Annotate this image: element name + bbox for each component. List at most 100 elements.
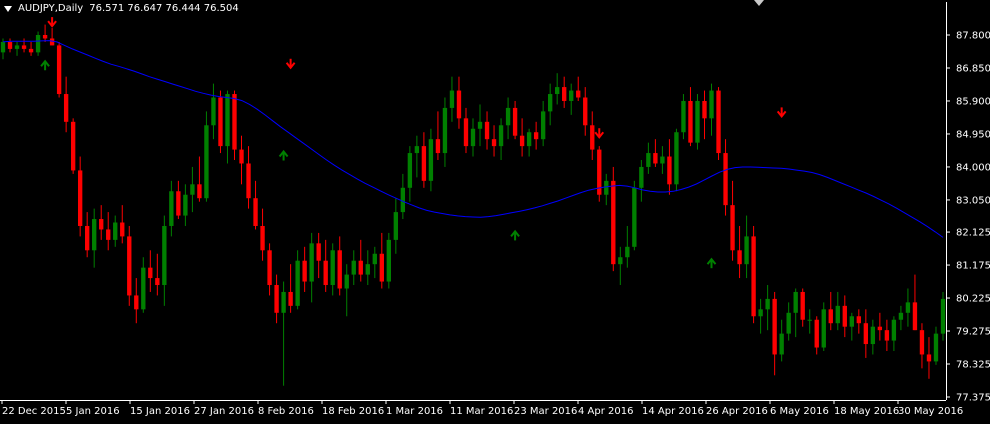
candle-body [274, 285, 279, 313]
candle [632, 180, 637, 251]
candle [667, 139, 672, 195]
candle [56, 41, 62, 98]
candle [842, 295, 847, 338]
candle [49, 28, 55, 46]
time-tick-label: 4 Apr 2016 [578, 406, 633, 417]
arrow-head [278, 149, 289, 158]
candle-body [835, 305, 840, 324]
candle-body [632, 187, 637, 247]
price-tick-label: 78.325 [956, 360, 990, 371]
candle [92, 208, 97, 268]
candle [85, 212, 90, 258]
candle [555, 73, 560, 105]
candle [127, 225, 132, 306]
candle [547, 83, 553, 126]
candle [379, 232, 384, 289]
candle-body [21, 45, 27, 49]
candle [912, 274, 918, 331]
candle [933, 326, 939, 365]
candle [0, 38, 6, 60]
candle [141, 257, 146, 313]
candle-body [681, 100, 686, 133]
candle [835, 291, 840, 331]
candle [428, 128, 434, 192]
candle-body [828, 309, 833, 324]
candle-body [113, 222, 118, 240]
candle [295, 250, 300, 310]
candle [814, 316, 819, 355]
time-tick-label: 8 Feb 2016 [258, 406, 314, 417]
candle [807, 309, 812, 334]
candle [491, 125, 497, 157]
time-tick-label: 1 Mar 2016 [386, 406, 443, 417]
buy-signal-arrow [278, 149, 289, 161]
candle-body [134, 295, 139, 310]
candle [106, 212, 111, 251]
candle-body [330, 250, 335, 286]
candle-body [597, 149, 602, 195]
candle [421, 132, 427, 188]
candle [526, 128, 532, 157]
candle-body [246, 163, 251, 199]
candle-body [639, 166, 644, 188]
candle-body [442, 107, 448, 154]
price-tick-label: 86.850 [956, 63, 990, 74]
candle [597, 146, 602, 202]
candle-body [821, 309, 826, 348]
candle-body [351, 260, 356, 275]
candle [765, 285, 770, 331]
candle [716, 87, 721, 161]
candle [646, 142, 651, 174]
candle-body [379, 253, 384, 282]
time-tick-label: 22 Dec 2015 [2, 406, 66, 417]
buy-signal-arrow [510, 229, 520, 241]
price-tick-label: 87.800 [956, 31, 990, 42]
candle-body [695, 100, 700, 143]
price-tick-label: 85.900 [956, 96, 990, 107]
candle [274, 274, 279, 324]
time-tick-label: 30 May 2016 [898, 406, 963, 417]
candle-body [590, 125, 595, 150]
candle [828, 291, 833, 331]
candle [267, 243, 272, 296]
price-tick-label: 82.125 [956, 228, 990, 239]
candle [7, 38, 13, 53]
candle [288, 264, 293, 313]
chart-shift-icon[interactable] [754, 0, 764, 6]
candle-body [547, 94, 553, 112]
candle-body [456, 90, 462, 119]
candle [77, 156, 83, 237]
candle [260, 208, 265, 261]
candle [211, 83, 216, 140]
header-dropdown-icon[interactable] [4, 5, 12, 12]
candle [407, 146, 413, 202]
candle-body [63, 94, 69, 122]
candle [449, 76, 455, 122]
candle-body [611, 180, 616, 265]
candle-body [898, 312, 904, 320]
candle-body [926, 354, 932, 362]
candle [688, 87, 693, 147]
candle-body [744, 236, 749, 265]
candle [232, 90, 237, 161]
candle-body [14, 45, 20, 49]
candle [737, 225, 742, 279]
candle-body [302, 260, 307, 282]
candle [204, 111, 209, 202]
candle-body [316, 243, 321, 261]
candle [562, 76, 567, 108]
candle-body [737, 250, 742, 265]
candle-body [814, 319, 819, 348]
time-tick-label: 26 Apr 2016 [706, 406, 768, 417]
candle [456, 76, 462, 129]
candle-body [358, 260, 363, 275]
price-tick-label: 79.275 [956, 327, 990, 338]
candle-body [779, 333, 784, 355]
candle-body [625, 246, 630, 258]
candle-body [232, 94, 237, 150]
candle-body [540, 111, 546, 140]
candle-body [519, 135, 525, 147]
candle [183, 184, 188, 226]
